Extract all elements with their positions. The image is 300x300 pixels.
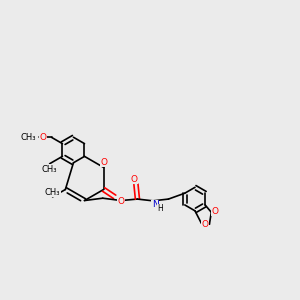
Text: CH₃: CH₃	[45, 188, 60, 197]
Text: N: N	[152, 200, 159, 209]
Text: O: O	[131, 175, 138, 184]
Text: CH₃: CH₃	[42, 164, 57, 173]
Text: H: H	[158, 204, 163, 213]
Text: CH₃: CH₃	[20, 133, 36, 142]
Text: O: O	[39, 133, 46, 142]
Text: O: O	[100, 158, 107, 166]
Text: O: O	[118, 197, 125, 206]
Text: O: O	[201, 220, 208, 229]
Text: O: O	[211, 207, 218, 216]
